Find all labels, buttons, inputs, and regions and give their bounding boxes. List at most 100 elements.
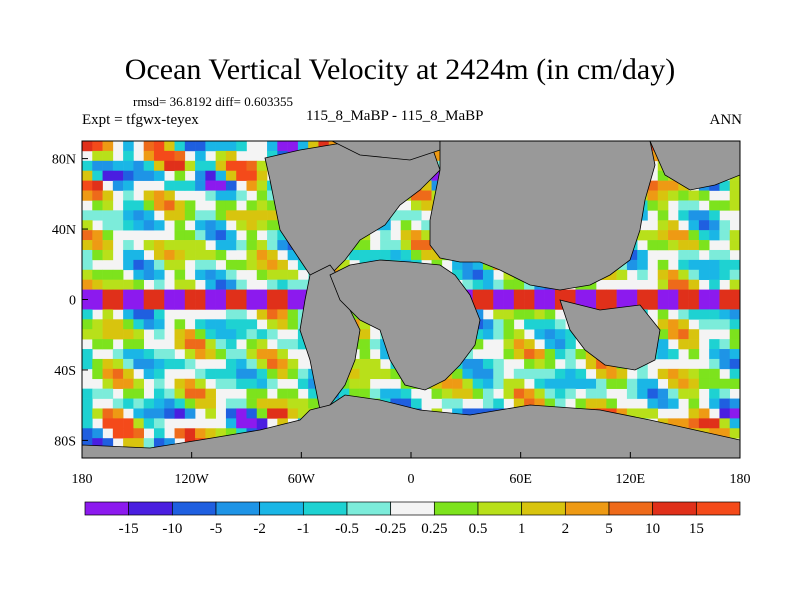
field-cell	[195, 170, 206, 181]
field-cell	[709, 220, 720, 231]
colorbar-swatch	[564, 501, 610, 516]
field-cell	[472, 289, 484, 300]
field-cell	[688, 368, 700, 380]
land-northeast-asia	[649, 141, 740, 191]
field-cell	[688, 329, 700, 340]
field-cell	[513, 388, 525, 399]
field-cell	[225, 200, 237, 211]
field-cell	[729, 200, 740, 211]
field-cell	[267, 349, 278, 360]
field-cell	[421, 190, 432, 201]
field-cell	[153, 329, 165, 340]
field-cell	[82, 180, 93, 191]
field-cell	[82, 309, 93, 320]
field-cell	[647, 398, 659, 409]
field-cell	[164, 141, 175, 152]
field-cell	[606, 269, 617, 280]
field-cell	[236, 349, 247, 360]
field-cell	[236, 289, 247, 300]
field-cell	[225, 309, 237, 320]
y-tick-label: 80S	[54, 434, 76, 449]
field-cell	[647, 230, 659, 241]
field-cell	[534, 358, 545, 370]
field-cell	[524, 339, 535, 350]
field-cell	[380, 249, 391, 261]
field-cell	[236, 141, 247, 152]
field-cell	[277, 230, 288, 241]
field-cell	[668, 368, 679, 380]
field-cell	[647, 408, 659, 419]
field-cell	[215, 180, 227, 191]
field-cell	[225, 378, 237, 389]
field-cell	[267, 249, 278, 261]
field-cell	[174, 319, 186, 330]
field-cell	[236, 240, 247, 251]
field-cell	[452, 398, 463, 409]
field-cell	[82, 408, 93, 419]
field-cell	[287, 398, 299, 409]
field-cell	[164, 210, 175, 221]
field-cell	[472, 299, 484, 310]
field-cell	[256, 418, 268, 429]
field-cell	[205, 368, 216, 380]
field-cell	[195, 230, 206, 241]
field-cell	[195, 210, 206, 221]
field-cell	[102, 170, 114, 181]
field-cell	[184, 180, 196, 191]
field-cell	[534, 368, 545, 380]
field-cell	[184, 378, 196, 389]
field-cell	[92, 339, 103, 350]
field-cell	[668, 230, 679, 241]
field-cell	[544, 358, 556, 370]
field-cell	[246, 220, 258, 231]
field-cell	[164, 408, 175, 419]
field-cell	[668, 388, 679, 399]
field-cell	[174, 180, 186, 191]
field-cell	[729, 408, 740, 419]
field-cell	[554, 319, 566, 330]
field-cell	[205, 170, 216, 181]
field-cell	[421, 249, 432, 261]
field-cell	[657, 190, 669, 201]
field-cell	[709, 309, 720, 320]
season-label: ANN	[709, 112, 743, 128]
field-cell	[195, 428, 206, 439]
field-cell	[544, 368, 556, 380]
field-cell	[215, 141, 227, 152]
field-cell	[616, 299, 628, 310]
field-cell	[174, 339, 186, 350]
field-cell	[493, 289, 504, 300]
field-cell	[153, 428, 165, 439]
field-cell	[709, 279, 720, 290]
field-cell	[698, 259, 710, 271]
field-cell	[472, 368, 484, 380]
field-cell	[544, 388, 556, 399]
field-cell	[205, 269, 216, 280]
field-cell	[82, 160, 93, 172]
field-cell	[123, 378, 134, 389]
field-cell	[123, 339, 134, 350]
field-cell	[195, 349, 206, 360]
field-cell	[637, 388, 648, 399]
field-cell	[215, 279, 227, 290]
field-cell	[102, 230, 114, 241]
field-cell	[225, 428, 237, 439]
field-cell	[82, 259, 93, 271]
field-cell	[524, 388, 535, 399]
colorbar-label: 15	[689, 521, 704, 537]
field-cell	[143, 240, 155, 251]
field-cell	[143, 299, 155, 310]
field-cell	[524, 289, 535, 300]
field-cell	[380, 368, 391, 380]
field-cell	[678, 339, 689, 350]
field-cell	[596, 368, 607, 380]
field-cell	[380, 240, 391, 251]
field-cell	[82, 220, 93, 231]
field-cell	[431, 388, 443, 399]
field-cell	[133, 210, 144, 221]
field-cell	[698, 408, 710, 419]
colorbar-label: 0.25	[421, 521, 447, 537]
field-cell	[205, 220, 216, 231]
field-cell	[482, 299, 494, 310]
